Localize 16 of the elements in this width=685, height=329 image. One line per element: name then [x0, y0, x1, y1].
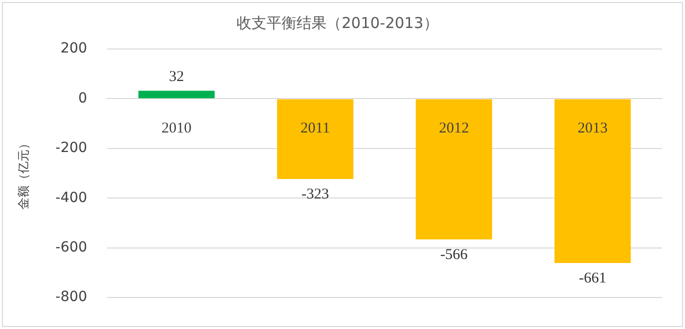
chart-title: 收支平衡结果（2010-2013） — [236, 14, 438, 32]
y-tick-label: -400 — [55, 190, 88, 206]
y-tick-label: -600 — [55, 240, 88, 256]
data-label: -323 — [301, 186, 329, 202]
x-tick-label: 2013 — [578, 120, 608, 137]
y-axis-title: 金额（亿元） — [16, 137, 30, 210]
data-label: 32 — [169, 69, 184, 86]
data-label: -661 — [578, 270, 606, 286]
y-tick-label: -800 — [55, 289, 88, 306]
data-label: -566 — [440, 246, 468, 263]
y-tick-label: 0 — [78, 90, 88, 106]
y-tick-label: -200 — [55, 140, 88, 156]
x-tick-label: 2011 — [300, 120, 330, 137]
x-tick-label: 2012 — [438, 120, 469, 137]
y-tick-label: 200 — [60, 40, 88, 57]
x-tick-label: 2010 — [162, 120, 192, 137]
